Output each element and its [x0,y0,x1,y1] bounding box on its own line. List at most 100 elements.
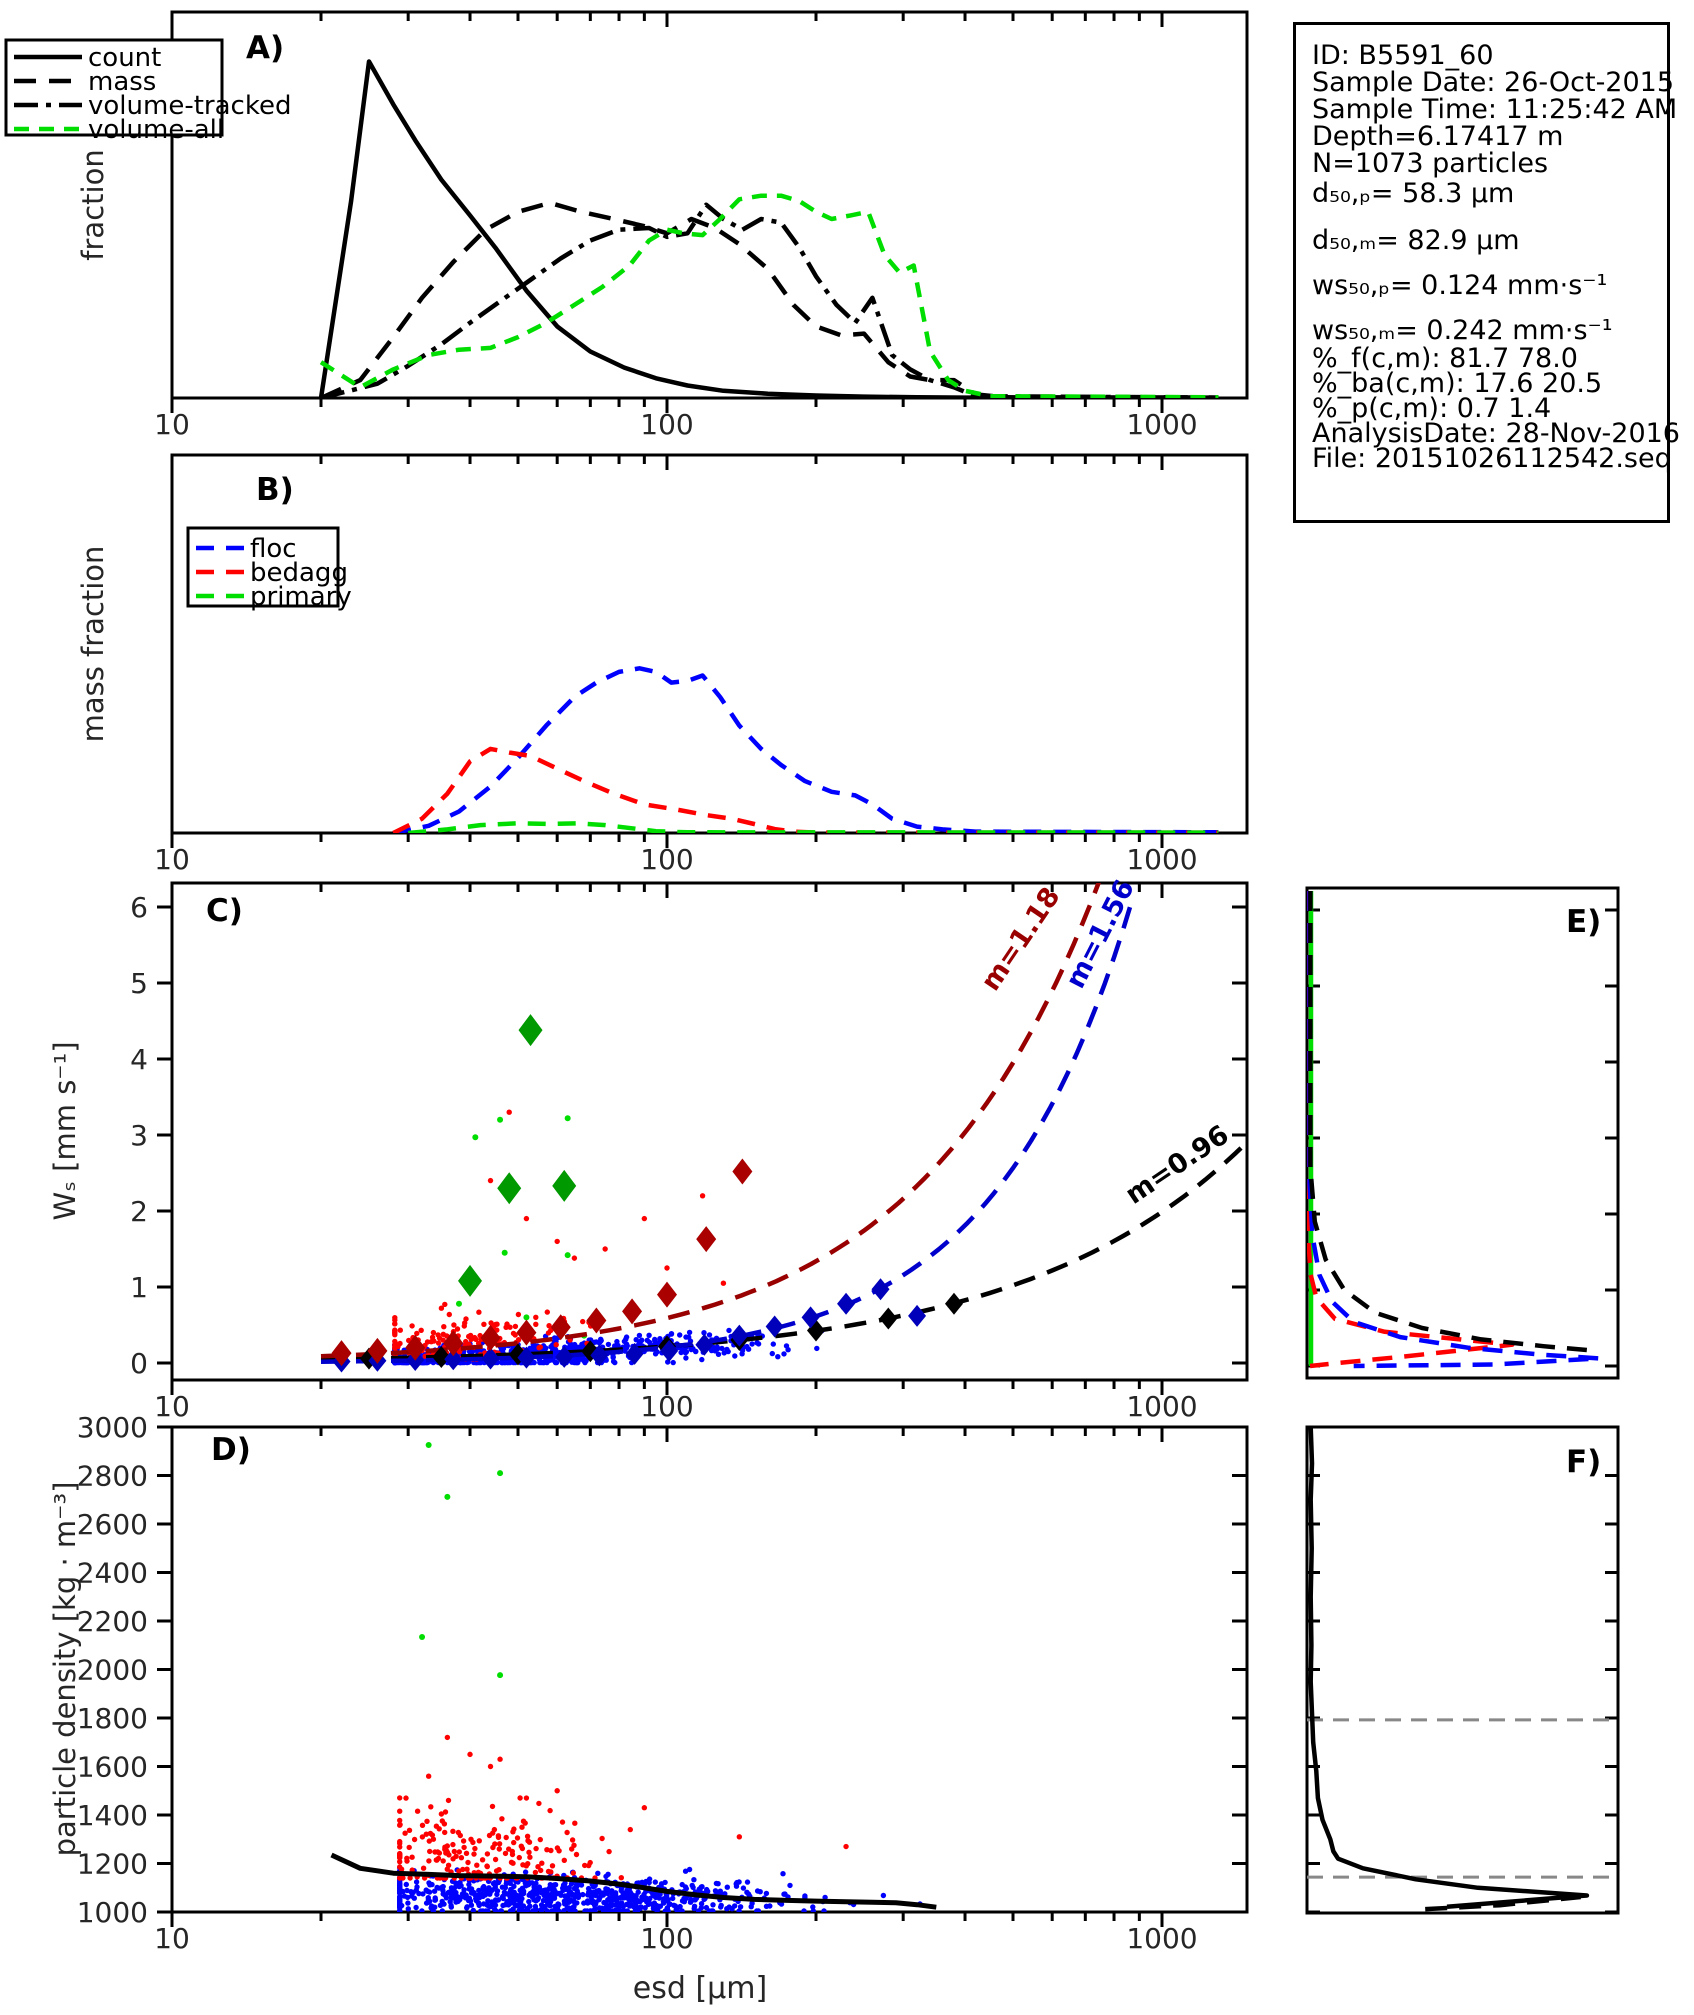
series-count [318,59,1219,398]
bedagg-outlier [444,1734,451,1741]
y-tick-label: 2200 [77,1605,148,1638]
diamond-marker [908,1304,927,1327]
diamond-marker [497,1172,522,1205]
diamond-marker [879,1307,898,1330]
series-volume-all [319,193,1219,398]
y-tick-label: 1600 [77,1751,148,1784]
x-tick-label: 100 [640,1390,693,1423]
panel-f-frame [1305,1425,1620,1915]
legend-a-item-mass: mass [88,67,156,97]
legend-b-item-bedagg: bedagg [250,558,348,588]
panel-c-frame [170,881,1249,1382]
diamond-marker [801,1306,820,1329]
panel-a-frame [170,10,1249,400]
primary-point [564,1115,571,1122]
y-tick-label: 1800 [77,1702,148,1735]
y-tick-label: 1400 [77,1799,148,1832]
info-line: Sample Time: 11:25:42 AM [1312,94,1678,125]
panel-a-ylabel: fraction [76,149,110,260]
panel-c-ylabel: Wₛ [mm s⁻¹] [48,1041,82,1220]
legend-a-box [4,38,224,137]
density-dist-all-solid [1308,1427,1590,1909]
diamond-marker [443,1330,464,1357]
primary-point [564,1252,571,1259]
bedagg-outlier [602,1246,608,1252]
x-tick-label: 10 [154,408,190,441]
primary-point [497,1672,504,1679]
y-tick-label: 2000 [77,1654,148,1687]
diamond-marker [837,1292,856,1315]
bedagg-outlier [487,1763,494,1770]
panel-b-label: B) [256,472,294,508]
y-tick-label: 1200 [77,1848,148,1881]
ws-dist-bedagg [1307,891,1515,1369]
bedagg-outlier [664,1265,670,1271]
panel-e-series [1307,891,1602,1369]
ws-dist-floc [1307,891,1602,1369]
y-tick-label: 2400 [77,1557,148,1590]
diamond-marker [555,1345,574,1368]
info-line: Sample Date: 26-Oct-2015 [1312,67,1675,98]
y-tick-label: 4 [130,1043,148,1076]
info-box: ID: B5591_60 Sample Date: 26-Oct-2015 Samp… [1293,22,1680,523]
bedagg-outlier [487,1177,494,1184]
legend-b-box [186,526,340,608]
fit-label-m156: m=1.56 [1060,875,1141,994]
bedagg-outlier [641,1215,648,1222]
fit-label-m096: m=0.96 [1120,1119,1235,1210]
diamond-marker [622,1298,643,1325]
diamond-marker [552,1169,577,1202]
panel-b-series [392,666,1219,833]
series-primary [407,821,1219,833]
series-volume-tracked [320,202,1219,398]
panel-a-series [318,59,1219,398]
diamond-marker [518,1014,543,1047]
fit-curve-m=0.96 [320,1141,1247,1362]
x-tick-label: 10 [154,843,190,876]
x-tick-label: 10 [154,1922,190,1955]
y-tick-label: 2600 [77,1508,148,1541]
primary-point [501,1249,508,1256]
diamond-marker [871,1278,890,1301]
diamond-marker [367,1337,388,1364]
diamond-marker [516,1319,537,1346]
info-line: AnalysisDate: 28-Nov-2016 [1312,418,1680,449]
scatter-bedagg-points [397,1795,633,1881]
legend-a-item-count: count [88,43,161,73]
panel-e-label: E) [1566,904,1601,940]
primary-point [523,1314,530,1321]
panel-b-ylabel: mass fraction [76,546,110,743]
panel-b-frame [170,453,1249,835]
panel-c-series [320,883,1247,1373]
info-line: %_p(c,m): 0.7 1.4 [1312,393,1552,424]
primary-point [425,1441,432,1448]
bedagg-outlier [736,1834,743,1840]
bedagg-outlier [523,1215,530,1222]
bedagg-outlier [571,1255,578,1261]
diamond-marker [696,1226,717,1253]
panel-e-frame [1305,886,1620,1380]
y-tick-label: 6 [130,891,148,924]
info-line: d₅₀,ₚ= 58.3 μm [1312,178,1515,209]
bedagg-outlier [497,1756,503,1762]
panel-f-label: F) [1566,1444,1601,1480]
y-tick-label: 3000 [77,1411,148,1444]
panel-d-series [330,1441,937,1912]
x-tick-label: 1000 [1126,408,1197,441]
fit-label-m118: m=1.18 [975,882,1066,997]
bedagg-outlier [699,1193,706,1199]
series-bedagg [392,746,1219,833]
ws-dist-all [1308,891,1597,1354]
bedagg-outlier [506,1109,512,1115]
diamond-marker [695,1333,714,1356]
bedagg-outlier [641,1805,648,1811]
diamond-marker [586,1307,607,1334]
diamond-marker [657,1281,677,1308]
diamond-marker [550,1314,571,1341]
x-tick-label: 10 [154,1390,190,1423]
info-line: d₅₀,ₘ= 82.9 μm [1312,225,1520,256]
bedagg-outlier [720,1280,727,1286]
